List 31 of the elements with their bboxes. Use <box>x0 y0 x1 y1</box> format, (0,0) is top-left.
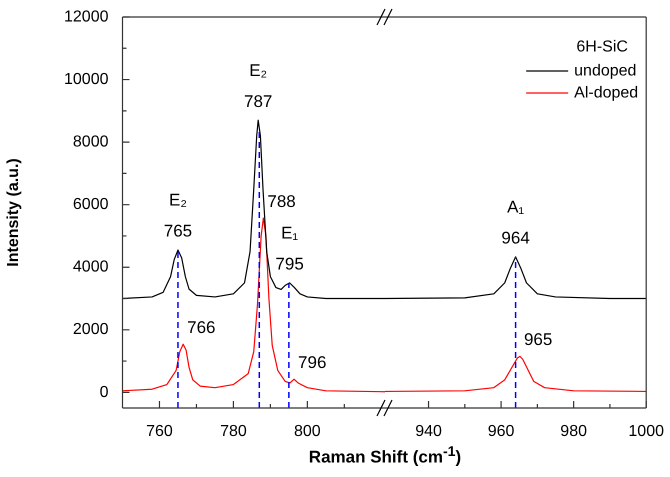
annotation: 766 <box>187 318 216 337</box>
legend-title: 6H-SiC <box>576 38 628 56</box>
annotation: E₂ <box>168 190 187 210</box>
annotation: 788 <box>267 192 296 211</box>
y-axis-title: Intensity (a.u.) <box>5 158 22 267</box>
y-tick-label: 8000 <box>72 134 109 151</box>
annotation: 765 <box>164 222 192 241</box>
x-tick-label: 800 <box>294 423 321 440</box>
x-tick-label: 980 <box>560 423 588 440</box>
y-tick-label: 0 <box>100 384 109 401</box>
y-tick-label: 12000 <box>64 8 109 26</box>
annotation: 796 <box>298 352 326 372</box>
x-tick-label: 940 <box>415 423 442 440</box>
annotation: 964 <box>501 228 530 248</box>
x-tick-label: 760 <box>146 423 173 440</box>
legend-label: undoped <box>574 62 636 80</box>
y-tick-label: 4000 <box>72 258 109 276</box>
x-tick-label: 780 <box>220 423 247 440</box>
y-tick-label: 2000 <box>72 321 109 338</box>
x-tick-label: 1000 <box>628 423 664 440</box>
annotation: 965 <box>524 330 552 350</box>
legend-label: Al-doped <box>574 84 638 102</box>
x-tick-label: 960 <box>488 423 515 440</box>
x-axis-title: Raman Shift (cm$^{-1}$) <box>308 444 462 468</box>
y-tick-label: 6000 <box>72 196 109 214</box>
y-tick-label: 10000 <box>64 70 109 88</box>
annotation: 787 <box>244 92 272 111</box>
annotation: 795 <box>275 254 304 274</box>
annotation: E₂ <box>249 60 268 80</box>
annotation: A₁ <box>507 198 524 217</box>
annotation: E₁ <box>281 224 298 243</box>
